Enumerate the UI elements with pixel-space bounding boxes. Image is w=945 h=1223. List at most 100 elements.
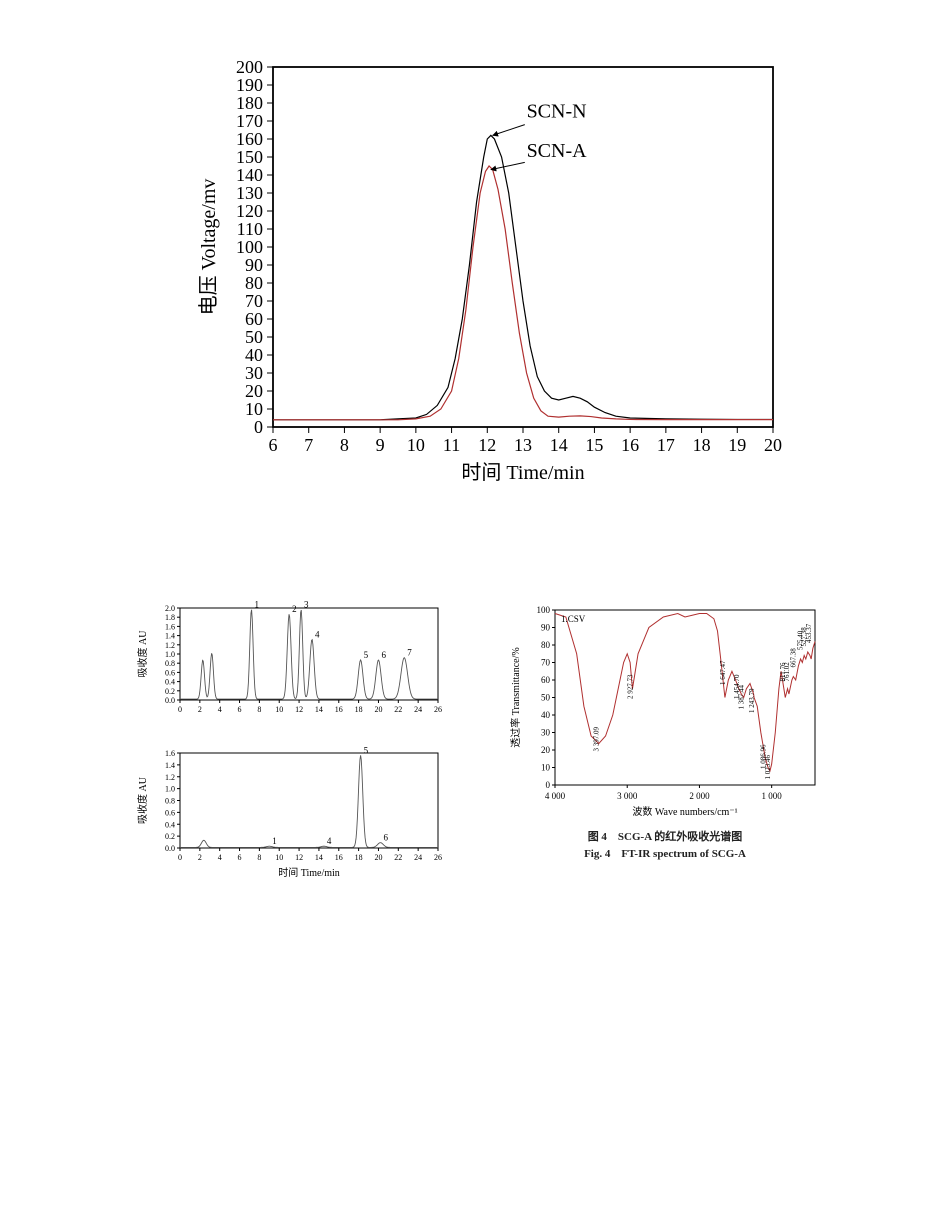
svg-text:1.6: 1.6 xyxy=(165,622,175,631)
svg-text:20: 20 xyxy=(374,853,382,862)
svg-text:0.2: 0.2 xyxy=(165,687,175,696)
svg-text:150: 150 xyxy=(236,147,263,167)
svg-text:80: 80 xyxy=(541,640,551,650)
svg-text:4: 4 xyxy=(315,629,320,639)
svg-text:0.8: 0.8 xyxy=(165,797,175,806)
hplc-bottom-svg: 0.00.20.40.60.81.01.21.41.60246810121416… xyxy=(130,745,450,890)
svg-text:14: 14 xyxy=(550,435,568,455)
svg-text:50: 50 xyxy=(245,327,263,347)
ftir-caption: 图 4 SCG-A 的红外吸收光谱图 Fig. 4 FT-IR spectrum… xyxy=(500,829,830,862)
svg-text:2: 2 xyxy=(198,705,202,714)
svg-text:1 243.79: 1 243.79 xyxy=(748,688,756,713)
svg-text:12: 12 xyxy=(295,705,303,714)
svg-text:12: 12 xyxy=(295,853,303,862)
svg-text:2: 2 xyxy=(198,853,202,862)
svg-text:24: 24 xyxy=(414,853,422,862)
svg-text:13: 13 xyxy=(514,435,532,455)
svg-text:1: 1 xyxy=(272,836,277,846)
svg-text:0: 0 xyxy=(546,780,551,790)
svg-text:22: 22 xyxy=(394,853,402,862)
svg-text:0.8: 0.8 xyxy=(165,659,175,668)
svg-text:30: 30 xyxy=(541,728,551,738)
svg-text:透过率 Transmittance/%: 透过率 Transmittance/% xyxy=(509,647,522,747)
svg-text:吸收度 AU: 吸收度 AU xyxy=(136,776,149,824)
svg-text:0.2: 0.2 xyxy=(165,832,175,841)
svg-text:1.4: 1.4 xyxy=(165,632,175,641)
svg-text:24: 24 xyxy=(414,705,422,714)
svg-text:0.0: 0.0 xyxy=(165,696,175,705)
svg-text:0.4: 0.4 xyxy=(165,820,175,829)
main-chromatogram-panel: 0102030405060708090100110120130140150160… xyxy=(195,55,790,495)
svg-text:5: 5 xyxy=(364,745,369,755)
hplc-top-svg: 0.00.20.40.60.81.01.21.41.61.82.00246810… xyxy=(130,600,450,730)
svg-text:70: 70 xyxy=(541,658,551,668)
ftir-caption-cn: 图 4 SCG-A 的红外吸收光谱图 xyxy=(588,831,743,843)
svg-text:453.37: 453.37 xyxy=(805,623,813,643)
svg-text:8: 8 xyxy=(257,853,261,862)
svg-text:0: 0 xyxy=(178,853,182,862)
svg-text:1.8: 1.8 xyxy=(165,613,175,622)
svg-text:9: 9 xyxy=(376,435,385,455)
svg-text:110: 110 xyxy=(237,219,263,239)
svg-text:18: 18 xyxy=(693,435,711,455)
svg-text:10: 10 xyxy=(275,853,283,862)
svg-text:1: 1 xyxy=(254,600,259,609)
ftir-caption-en: Fig. 4 FT-IR spectrum of SCG-A xyxy=(584,848,746,860)
svg-text:2 000: 2 000 xyxy=(689,791,710,801)
svg-text:2 927.73: 2 927.73 xyxy=(626,674,634,699)
svg-text:1.2: 1.2 xyxy=(165,641,175,650)
svg-text:SCN-A: SCN-A xyxy=(527,140,588,162)
svg-text:10: 10 xyxy=(541,763,551,773)
svg-text:180: 180 xyxy=(236,93,263,113)
svg-text:120: 120 xyxy=(236,201,263,221)
svg-text:18: 18 xyxy=(355,853,363,862)
svg-text:20: 20 xyxy=(764,435,782,455)
svg-text:16: 16 xyxy=(621,435,639,455)
svg-text:12: 12 xyxy=(478,435,496,455)
svg-text:70: 70 xyxy=(245,291,263,311)
svg-text:190: 190 xyxy=(236,75,263,95)
svg-text:50: 50 xyxy=(541,693,551,703)
svg-text:0.0: 0.0 xyxy=(165,844,175,853)
svg-text:1.4: 1.4 xyxy=(165,761,175,770)
svg-text:0.4: 0.4 xyxy=(165,678,175,687)
svg-text:20: 20 xyxy=(374,705,382,714)
svg-text:16: 16 xyxy=(335,853,343,862)
svg-text:90: 90 xyxy=(541,623,551,633)
svg-text:20: 20 xyxy=(541,745,551,755)
svg-text:130: 130 xyxy=(236,183,263,203)
svg-text:80: 80 xyxy=(245,273,263,293)
svg-text:6: 6 xyxy=(383,833,388,843)
svg-text:170: 170 xyxy=(236,111,263,131)
svg-text:吸收度 AU: 吸收度 AU xyxy=(136,630,149,678)
svg-text:30: 30 xyxy=(245,363,263,383)
svg-text:1.CSV: 1.CSV xyxy=(561,614,586,624)
svg-text:100: 100 xyxy=(236,237,263,257)
hplc-bottom-panel: 0.00.20.40.60.81.01.21.41.60246810121416… xyxy=(130,745,450,890)
svg-text:4: 4 xyxy=(218,853,222,862)
svg-text:1 000: 1 000 xyxy=(762,791,783,801)
svg-text:4 000: 4 000 xyxy=(545,791,566,801)
svg-text:19: 19 xyxy=(728,435,746,455)
svg-text:1 387.44: 1 387.44 xyxy=(738,685,746,710)
svg-text:140: 140 xyxy=(236,165,263,185)
hplc-top-panel: 0.00.20.40.60.81.01.21.41.61.82.00246810… xyxy=(130,600,450,730)
svg-text:时间 Time/min: 时间 Time/min xyxy=(461,461,584,484)
svg-text:1 023.46: 1 023.46 xyxy=(764,755,772,780)
svg-text:15: 15 xyxy=(585,435,603,455)
svg-text:10: 10 xyxy=(407,435,425,455)
svg-text:11: 11 xyxy=(443,435,460,455)
svg-text:60: 60 xyxy=(541,675,551,685)
svg-text:90: 90 xyxy=(245,255,263,275)
svg-text:1 647.47: 1 647.47 xyxy=(719,660,727,685)
svg-text:SCN-N: SCN-N xyxy=(527,100,587,122)
svg-text:6: 6 xyxy=(381,650,386,660)
svg-text:22: 22 xyxy=(394,705,402,714)
svg-text:1.0: 1.0 xyxy=(165,785,175,794)
svg-text:26: 26 xyxy=(434,705,442,714)
ftir-panel: 01020304050607080901004 0003 0002 0001 0… xyxy=(500,600,830,862)
svg-text:18: 18 xyxy=(355,705,363,714)
svg-text:100: 100 xyxy=(537,605,551,615)
svg-text:7: 7 xyxy=(407,648,412,658)
svg-text:5: 5 xyxy=(364,650,369,660)
